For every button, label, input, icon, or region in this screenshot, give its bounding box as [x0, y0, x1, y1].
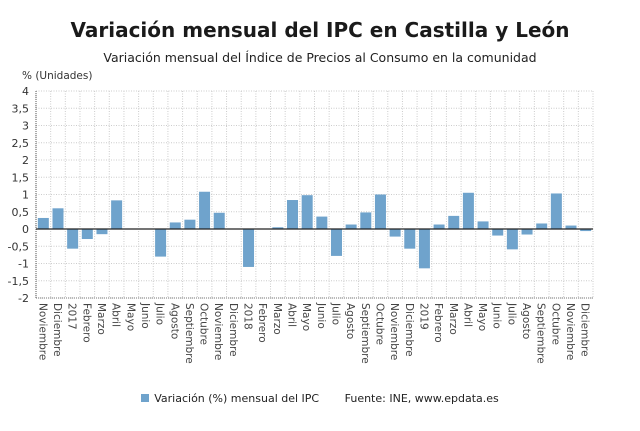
x-tick-label: Julio	[329, 302, 341, 325]
bar	[272, 227, 284, 229]
x-tick-label: Marzo	[95, 303, 107, 335]
x-tick-label: Septiembre	[535, 303, 547, 364]
bar	[169, 222, 181, 229]
bar	[67, 229, 79, 249]
bar	[506, 229, 518, 250]
x-tick-label: Febrero	[80, 303, 92, 343]
bar	[199, 191, 211, 229]
bar	[462, 192, 474, 229]
x-tick-label: Noviembre	[212, 303, 224, 360]
bar	[81, 229, 93, 240]
x-tick-label: 2017	[66, 303, 78, 330]
bar	[243, 229, 255, 267]
bar	[521, 229, 533, 235]
y-tick-label: -2	[18, 292, 29, 305]
x-tick-label: 2018	[242, 303, 254, 330]
bar	[96, 229, 108, 235]
x-tick-label: Febrero	[432, 303, 444, 343]
x-tick-label: Septiembre	[359, 303, 371, 364]
y-tick-label: 4	[22, 85, 29, 98]
bar	[477, 221, 489, 229]
bar	[52, 208, 64, 229]
x-tick-label: Junio	[491, 302, 503, 329]
y-tick-label: 0	[22, 223, 29, 236]
x-tick-label: Marzo	[271, 303, 283, 335]
x-tick-label: Diciembre	[51, 303, 63, 357]
x-tick-label: 2019	[417, 303, 429, 330]
legend-swatch	[141, 394, 150, 402]
y-tick-label: 1,5	[12, 171, 30, 184]
bar	[287, 200, 299, 229]
x-tick-label: Noviembre	[564, 303, 576, 360]
y-axis-label: % (Unidades)	[22, 70, 93, 82]
x-tick-label: Febrero	[256, 303, 268, 343]
x-tick-label: Abril	[286, 303, 298, 327]
bar	[433, 224, 445, 229]
bar	[345, 224, 357, 229]
bar	[155, 229, 167, 257]
x-tick-label: Octubre	[549, 303, 561, 345]
x-tick-label: Junio	[139, 302, 151, 329]
y-tick-label: 2	[22, 154, 29, 167]
x-tick-label: Mayo	[476, 303, 488, 331]
x-tick-label: Noviembre	[36, 303, 48, 360]
bar	[330, 229, 342, 256]
y-tick-label: 3	[22, 120, 29, 133]
y-tick-label: 0,5	[12, 206, 30, 219]
x-tick-label: Julio	[154, 302, 166, 325]
bar	[536, 223, 548, 229]
source-text: Fuente: INE, www.epdata.es	[344, 392, 499, 405]
x-tick-label: Mayo	[124, 303, 136, 331]
bar	[316, 216, 328, 229]
chart-title: Variación mensual del IPC en Castilla y …	[70, 18, 570, 42]
y-tick-label: -1	[18, 258, 29, 271]
bar	[492, 229, 504, 236]
bar	[448, 215, 460, 229]
x-tick-label: Diciembre	[579, 303, 591, 357]
chart-subtitle: Variación mensual del Índice de Precios …	[103, 50, 537, 65]
y-tick-label: 2,5	[12, 137, 30, 150]
x-tick-label: Abril	[110, 303, 122, 327]
y-tick-label: 1	[22, 189, 29, 202]
legend: Variación (%) mensual del IPC Fuente: IN…	[0, 392, 640, 405]
y-tick-label: 3,5	[12, 102, 30, 115]
x-tick-label: Marzo	[447, 303, 459, 335]
y-tick-label: -1,5	[8, 275, 29, 288]
bar	[184, 219, 196, 229]
bar	[360, 212, 372, 229]
bar	[37, 217, 49, 229]
y-tick-label: -0,5	[8, 240, 29, 253]
x-tick-label: Octubre	[198, 303, 210, 345]
bar	[213, 212, 225, 229]
bar	[580, 229, 592, 232]
x-tick-label: Octubre	[373, 303, 385, 345]
x-tick-label: Julio	[505, 302, 517, 325]
x-tick-label: Junio	[315, 302, 327, 329]
bar	[404, 229, 416, 249]
x-tick-label: Diciembre	[403, 303, 415, 357]
x-tick-label: Noviembre	[388, 303, 400, 360]
x-tick-label: Agosto	[344, 303, 356, 339]
x-tick-label: Agosto	[520, 303, 532, 339]
x-tick-label: Septiembre	[183, 303, 195, 364]
bar	[550, 193, 562, 229]
x-tick-label: Mayo	[300, 303, 312, 331]
bar	[418, 229, 430, 269]
bar	[389, 229, 401, 237]
x-tick-label: Agosto	[168, 303, 180, 339]
x-tick-label: Abril	[461, 303, 473, 327]
x-tick-label: Diciembre	[227, 303, 239, 357]
bar	[374, 194, 386, 229]
bar	[301, 195, 313, 229]
bar	[111, 200, 123, 229]
bar	[565, 225, 577, 229]
legend-label: Variación (%) mensual del IPC	[154, 392, 320, 405]
